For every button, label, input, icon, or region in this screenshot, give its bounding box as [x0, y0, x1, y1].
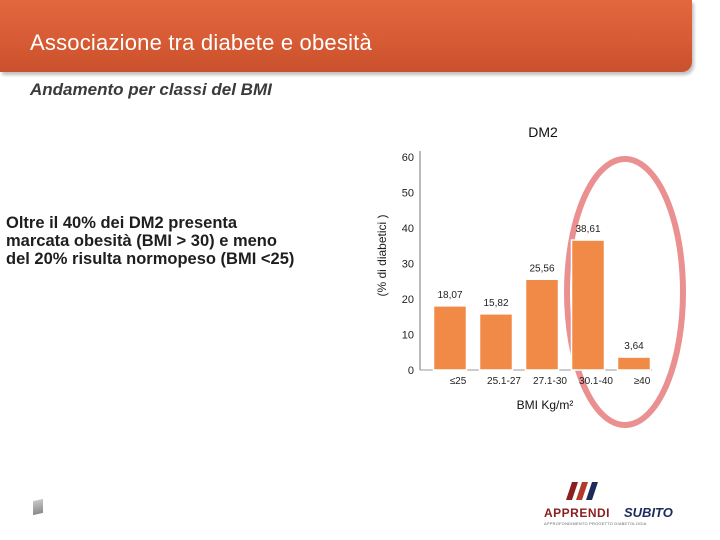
- title-bar: Associazione tra diabete e obesità: [0, 0, 692, 72]
- logo-brand: APPRENDI: [544, 506, 611, 520]
- apprendi-logo-icon: [566, 482, 598, 500]
- y-tick-label: 10: [402, 330, 414, 342]
- x-tick-label: 25.1-27: [487, 376, 521, 387]
- bar-value-label: 3,64: [624, 341, 644, 352]
- bar: [432, 305, 468, 371]
- y-tick-label: 60: [402, 152, 414, 164]
- finding-note: Oltre il 40% dei DM2 presenta marcata ob…: [6, 214, 372, 268]
- chart-title: DM2: [528, 124, 558, 140]
- y-axis-label: (% di diabetici ): [375, 214, 389, 296]
- note-line: del 20% risulta normopeso (BMI <25): [6, 250, 295, 268]
- y-tick-label: 40: [402, 223, 414, 235]
- x-tick-label: 30.1-40: [579, 376, 613, 387]
- bar: [616, 356, 652, 371]
- slide-title: Associazione tra diabete e obesità: [30, 30, 372, 55]
- logo-brand-secondary: SUBITO: [624, 505, 673, 520]
- bar-value-label: 38,61: [575, 224, 600, 235]
- bar: [570, 239, 606, 371]
- x-tick-label: 27.1-30: [533, 376, 567, 387]
- y-tick-label: 30: [402, 259, 414, 271]
- highlight-ellipse: [564, 156, 686, 428]
- decorative-mark: [33, 498, 43, 516]
- slide-subtitle: Andamento per classi del BMI: [30, 80, 272, 99]
- bar-value-label: 18,07: [437, 290, 462, 301]
- y-tick-label: 20: [402, 294, 414, 306]
- bar-value-label: 15,82: [483, 298, 508, 309]
- bar-value-label: 25,56: [529, 263, 554, 274]
- x-axis-label: BMI Kg/m²: [517, 398, 574, 412]
- note-line: marcata obesità (BMI > 30) e meno: [6, 232, 277, 250]
- x-tick-label: ≤25: [450, 376, 467, 387]
- y-tick-label: 0: [408, 365, 414, 377]
- x-tick-label: ≥40: [634, 376, 651, 387]
- logo-tagline: APPROFONDIMENTO PROGETTO DIABETOLOGIA: [544, 521, 647, 526]
- bar: [524, 278, 560, 371]
- note-line: Oltre il 40% dei DM2 presenta: [6, 214, 238, 232]
- y-tick-label: 50: [402, 188, 414, 200]
- bar: [478, 313, 514, 371]
- footer-logo: APPRENDI SUBITO APPROFONDIMENTO PROGETTO…: [542, 480, 702, 528]
